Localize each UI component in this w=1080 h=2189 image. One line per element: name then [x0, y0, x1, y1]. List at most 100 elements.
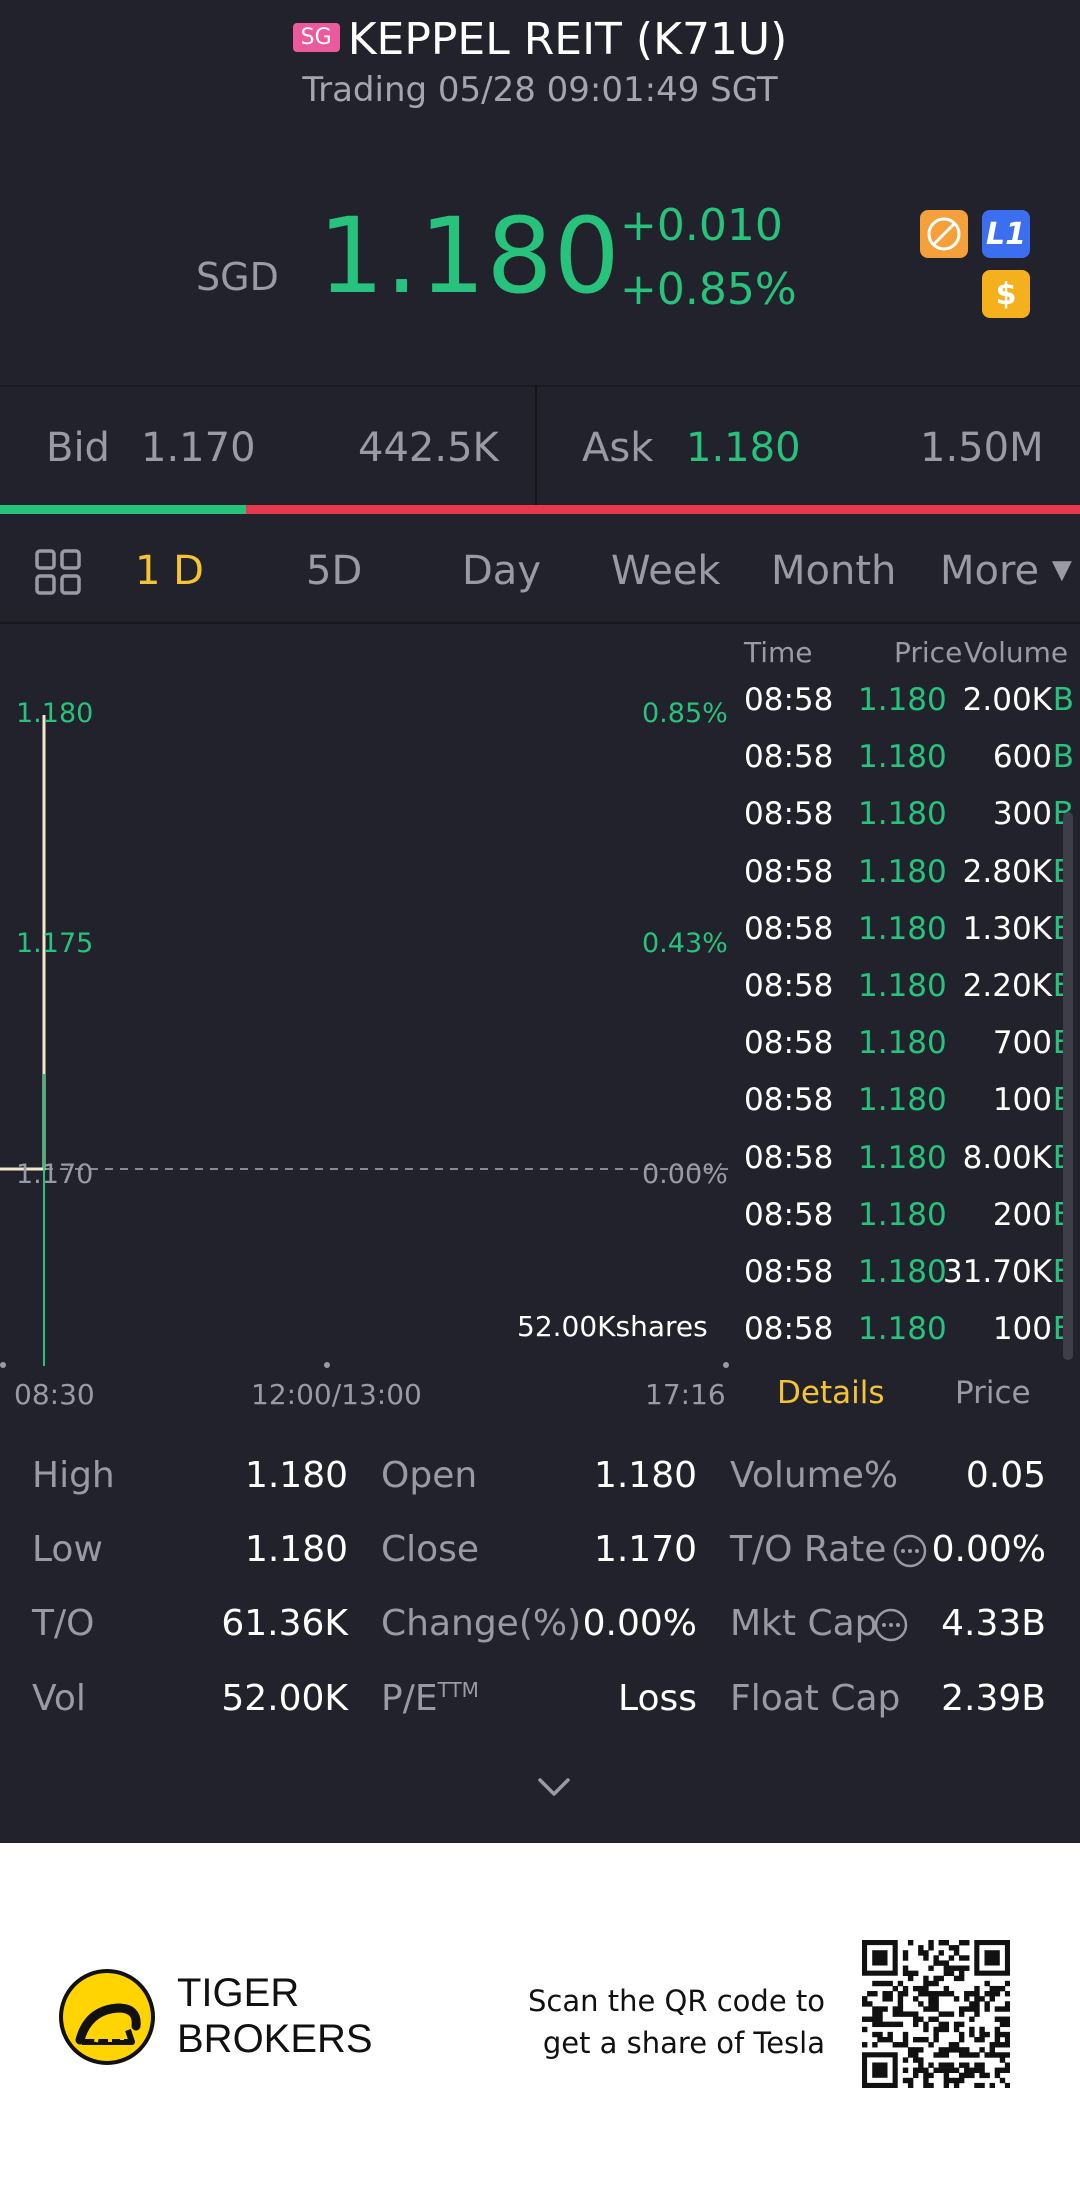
trade-price: 1.180 [858, 796, 947, 833]
bid-price: 1.170 [141, 425, 256, 471]
stock-title: SG KEPPEL REIT (K71U) [0, 14, 1080, 65]
tab-week[interactable]: Week [611, 548, 721, 594]
pe-label-sup: TTM [437, 1678, 479, 1702]
chevron-down-icon[interactable] [536, 1776, 572, 1802]
price-change: +0.010 [620, 200, 783, 251]
stat-value-pe: Loss [618, 1678, 697, 1719]
trade-time: 08:58 [744, 682, 834, 718]
trade-volume: 100 [992, 1311, 1052, 1348]
level1-icon[interactable]: L1 [982, 210, 1030, 258]
trade-price: 1.180 [858, 1196, 947, 1233]
stat-value-volume-pct: 0.05 [965, 1455, 1046, 1496]
stock-name: KEPPEL REIT (K71U) [347, 14, 788, 65]
trade-price: 1.180 [858, 1311, 947, 1348]
trade-time: 08:58 [744, 796, 834, 833]
stat-label-open: Open [381, 1455, 478, 1496]
trades-header-volume: Volume [964, 636, 1069, 669]
no-short-icon[interactable] [920, 210, 968, 258]
trade-price: 1.180 [858, 1082, 947, 1119]
axis-dot-mid [324, 1362, 330, 1368]
market-badge: SG [292, 23, 340, 52]
currency-label: SGD [196, 255, 279, 299]
trade-volume: 31.70K [942, 1254, 1052, 1290]
trade-time: 08:58 [744, 1196, 834, 1233]
trade-volume: 200 [992, 1196, 1052, 1233]
price-label-mid: 1.175 [16, 928, 94, 959]
stat-label-low: Low [32, 1529, 103, 1570]
stat-value-volume: 52.00K [221, 1678, 348, 1719]
trades-scrollbar[interactable] [1063, 812, 1073, 1360]
trade-row: 08:58 1.180 600 B [744, 739, 1074, 796]
trade-price: 1.180 [858, 682, 947, 718]
brand-line-1: TIGER [177, 1971, 300, 2015]
time-tick-close: 17:16 [645, 1378, 726, 1411]
trades-header-price: Price [894, 636, 963, 669]
more-info-icon[interactable] [873, 1607, 909, 1647]
stat-value-high: 1.180 [244, 1455, 348, 1496]
trade-time: 08:58 [744, 968, 834, 1004]
trade-price: 1.180 [858, 1139, 947, 1176]
trade-side: B [1052, 682, 1074, 718]
tab-day[interactable]: Day [462, 548, 541, 594]
trade-volume: 2.20K [962, 968, 1052, 1004]
stat-label-mkt-cap: Mkt Cap [730, 1603, 878, 1644]
stat-label-change: Change(%) [381, 1603, 582, 1644]
ask-price: 1.180 [686, 425, 801, 471]
intraday-chart[interactable] [0, 626, 730, 1371]
trade-time: 08:58 [744, 739, 834, 776]
pct-label-high: 0.85% [642, 698, 728, 729]
ask-size: 1.50M [920, 425, 1044, 471]
trades-header-time: Time [744, 636, 813, 669]
trade-row: 08:581.180100B [744, 1082, 1074, 1139]
brand-name: TIGER BROKERS [177, 1970, 373, 2062]
tab-1d[interactable]: 1 D [135, 548, 204, 594]
tab-price[interactable]: Price [955, 1375, 1031, 1411]
trade-price: 1.180 [858, 1025, 947, 1062]
trade-volume: 100 [992, 1082, 1052, 1119]
price-label-high: 1.180 [16, 698, 94, 729]
tab-month[interactable]: Month [771, 548, 897, 594]
stat-label-turnover: T/O [32, 1603, 95, 1644]
trading-status: Trading 05/28 09:01:49 SGT [302, 70, 778, 110]
stat-value-mkt-cap: 4.33B [941, 1603, 1046, 1644]
bid-ask-bar [0, 385, 1080, 507]
grid-menu-icon[interactable] [34, 548, 82, 600]
qr-code [862, 1940, 1010, 2088]
trade-row: 08:581.180100B [744, 1311, 1074, 1368]
bid-label: Bid [46, 425, 110, 471]
trade-price: 1.180 [858, 739, 947, 776]
bid-volume-bar [0, 505, 246, 514]
tab-more-label: More [940, 548, 1040, 594]
tab-more[interactable]: More ▼ [940, 548, 1072, 594]
bid-ask-divider [535, 385, 537, 507]
tiger-brokers-logo-icon [58, 1968, 156, 2070]
trade-price: 1.180 [858, 1254, 947, 1290]
trade-time: 08:58 [744, 910, 834, 947]
promo-text: Scan the QR code to get a share of Tesla [520, 1980, 825, 2064]
brand-line-2: BROKERS [177, 2017, 373, 2061]
price-label-low: 1.170 [16, 1159, 94, 1190]
period-tabs [0, 514, 1080, 624]
stat-value-change: 0.00% [582, 1603, 697, 1644]
stat-label-volume: Vol [32, 1678, 86, 1719]
stat-label-turnover-rate: T/O Rate [730, 1529, 887, 1570]
ask-volume-bar [246, 505, 1080, 514]
stat-label-close: Close [381, 1529, 480, 1570]
trade-time: 08:58 [744, 1254, 834, 1290]
dollar-icon[interactable]: $ [982, 270, 1030, 318]
axis-dot-start [0, 1362, 6, 1368]
time-tick-open: 08:30 [14, 1378, 95, 1411]
stat-value-close: 1.170 [593, 1529, 697, 1570]
stat-value-open: 1.180 [593, 1455, 697, 1496]
more-info-icon[interactable] [892, 1533, 928, 1573]
tab-details[interactable]: Details [777, 1375, 885, 1411]
stat-label-pe: P/ETTM [381, 1678, 479, 1719]
axis-dot-end [723, 1362, 729, 1368]
tab-5d[interactable]: 5D [306, 548, 363, 594]
trade-volume: 1.30K [962, 910, 1052, 947]
stat-value-float-cap: 2.39B [941, 1678, 1046, 1719]
